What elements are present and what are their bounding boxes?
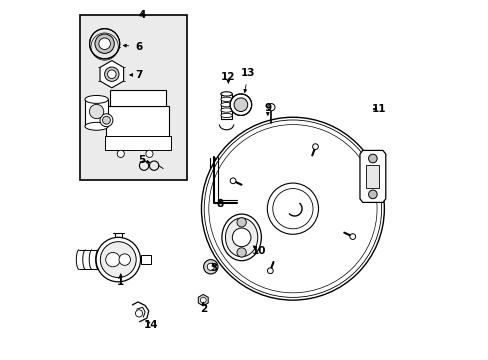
Circle shape [312,144,318,149]
Text: 3: 3 [210,263,217,273]
Ellipse shape [225,218,257,257]
Circle shape [104,67,119,81]
Text: 2: 2 [199,304,206,314]
Bar [85,99,108,126]
Circle shape [145,150,153,157]
Text: 7: 7 [135,70,142,80]
Polygon shape [198,294,208,306]
Circle shape [230,178,236,184]
Bar [80,15,187,180]
Circle shape [203,260,218,274]
Bar [140,255,151,264]
Text: 8: 8 [216,199,224,210]
Circle shape [368,190,376,199]
Circle shape [135,310,142,317]
Circle shape [267,104,274,111]
Circle shape [117,150,124,157]
Text: 1: 1 [117,277,124,287]
Circle shape [349,234,355,239]
Circle shape [95,34,114,53]
Circle shape [100,242,136,278]
Ellipse shape [222,214,261,261]
Circle shape [105,252,120,267]
Circle shape [207,263,214,270]
Circle shape [100,114,113,127]
Circle shape [96,237,140,282]
Circle shape [267,183,318,234]
Ellipse shape [221,113,232,118]
Ellipse shape [221,108,232,112]
Ellipse shape [221,92,232,96]
Circle shape [99,38,110,49]
Ellipse shape [221,97,232,102]
Text: 5: 5 [139,155,145,165]
Text: 13: 13 [241,68,255,78]
Text: 4: 4 [138,10,146,20]
Bar [221,94,232,119]
Text: 6: 6 [135,42,142,51]
Text: 12: 12 [221,72,235,82]
Circle shape [232,228,250,247]
Text: 11: 11 [371,104,386,114]
Circle shape [237,248,246,257]
Circle shape [234,98,247,112]
Polygon shape [359,150,385,202]
Circle shape [119,254,130,265]
Text: 14: 14 [143,320,158,330]
Bar [110,90,165,107]
Ellipse shape [221,103,232,107]
Circle shape [230,94,251,116]
Ellipse shape [85,122,108,130]
Circle shape [102,116,110,124]
Circle shape [237,218,246,227]
Circle shape [201,117,384,300]
Circle shape [368,154,376,163]
Circle shape [89,104,103,119]
Bar [366,165,379,188]
Circle shape [200,297,206,303]
Circle shape [89,29,120,59]
Bar [104,136,171,149]
Circle shape [267,268,273,274]
Bar [106,107,169,137]
Circle shape [107,70,116,78]
Ellipse shape [85,95,108,103]
Text: 9: 9 [264,103,271,113]
Text: 10: 10 [251,246,265,256]
Polygon shape [100,60,123,88]
